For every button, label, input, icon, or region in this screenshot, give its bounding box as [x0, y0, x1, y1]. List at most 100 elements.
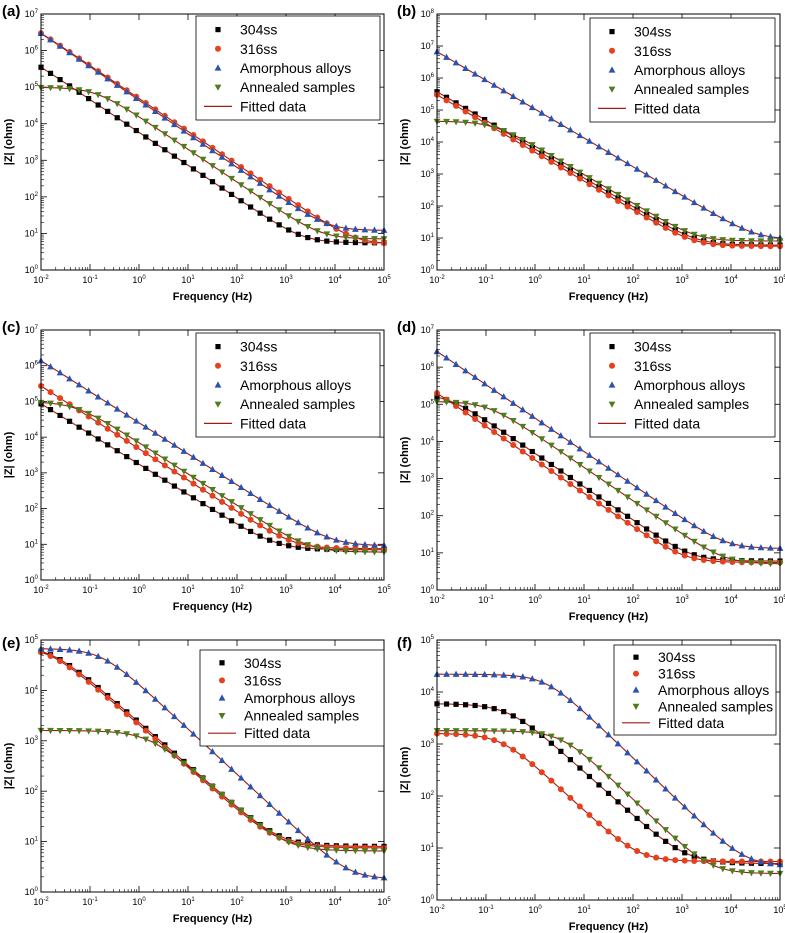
y-tick-label: 105	[25, 635, 39, 645]
data-point	[491, 706, 497, 712]
data-point	[313, 228, 321, 235]
data-point	[690, 538, 698, 546]
data-point	[519, 137, 527, 144]
data-point	[481, 122, 489, 129]
legend-entry: 316ss	[634, 43, 671, 59]
data-point	[190, 730, 197, 737]
data-point	[595, 500, 602, 507]
data-point	[86, 96, 92, 102]
legend-marker	[632, 703, 640, 710]
data-point	[509, 728, 517, 735]
data-point	[662, 224, 669, 231]
data-point	[95, 686, 102, 693]
data-point	[643, 214, 650, 221]
legend-marker	[215, 344, 221, 350]
data-point	[652, 776, 660, 783]
x-tick-label: 10-1	[478, 905, 494, 915]
data-point	[190, 474, 197, 482]
data-point	[200, 172, 206, 178]
data-point	[199, 776, 207, 783]
data-point	[151, 124, 159, 132]
data-point	[728, 237, 736, 244]
legend-marker	[609, 362, 615, 369]
legend-entry: 304ss	[658, 649, 695, 665]
data-point	[142, 727, 149, 734]
data-point	[342, 224, 350, 231]
data-point	[276, 189, 283, 196]
data-point	[85, 728, 93, 735]
x-tick-label: 10-2	[33, 275, 49, 285]
data-point	[180, 143, 188, 151]
y-tick-label: 106	[421, 73, 435, 83]
data-point	[634, 815, 640, 822]
data-point	[332, 222, 340, 229]
x-tick-label: 101	[577, 595, 591, 605]
data-point	[57, 658, 64, 665]
data-point	[586, 493, 593, 500]
x-tick-label: 101	[181, 275, 195, 285]
series-amorphous-alloys	[37, 29, 388, 233]
data-point	[509, 418, 517, 425]
data-point	[294, 538, 302, 545]
data-point	[332, 536, 340, 543]
data-point	[462, 731, 469, 738]
data-point	[453, 701, 459, 707]
data-point	[605, 790, 612, 797]
legend-marker	[608, 86, 616, 93]
plot-frame	[40, 13, 385, 271]
x-tick-label: 101	[577, 275, 591, 285]
data-point	[538, 678, 546, 685]
data-point	[529, 725, 535, 731]
legend-entry: Amorphous alloys	[634, 62, 745, 78]
data-point	[643, 532, 650, 539]
data-point	[333, 239, 339, 245]
data-point	[114, 702, 121, 709]
data-point	[586, 137, 593, 144]
data-point	[557, 164, 564, 171]
x-tick-label: 101	[181, 897, 195, 907]
data-point	[267, 537, 273, 543]
data-point	[566, 164, 574, 171]
y-axis-title: |Z| (ohm)	[399, 746, 411, 793]
data-point	[719, 536, 727, 544]
x-tick-label: 103	[279, 585, 293, 595]
y-tick-label: 103	[421, 739, 435, 749]
data-point	[576, 487, 583, 494]
data-point	[256, 495, 264, 503]
data-point	[548, 740, 554, 746]
data-point	[510, 713, 516, 719]
data-point	[56, 727, 64, 735]
data-point	[547, 733, 555, 740]
legend-entry: 316ss	[240, 41, 277, 57]
data-point	[719, 837, 727, 844]
x-tick-label: 104	[328, 275, 342, 285]
data-point	[681, 532, 689, 539]
data-point	[276, 532, 283, 539]
data-point	[66, 646, 73, 653]
data-point	[285, 198, 293, 206]
data-point	[452, 119, 460, 126]
y-tick-label: 102	[421, 791, 435, 801]
legend-entry: Annealed samples	[634, 81, 749, 97]
data-point	[152, 735, 159, 742]
data-point	[528, 429, 536, 437]
data-point	[481, 734, 488, 741]
data-point	[700, 557, 707, 564]
data-point	[586, 773, 593, 780]
data-point	[471, 402, 479, 409]
y-tick-label: 107	[421, 325, 435, 335]
data-point	[586, 713, 593, 720]
data-point	[75, 647, 83, 654]
data-point	[180, 127, 188, 134]
data-point	[248, 204, 254, 210]
data-point	[56, 85, 64, 92]
legend-marker	[214, 64, 222, 71]
data-point	[472, 732, 479, 739]
x-axis-title: Frequency (Hz)	[173, 601, 253, 613]
data-point	[595, 180, 603, 187]
data-point	[218, 493, 226, 500]
data-point	[767, 560, 774, 568]
x-tick-label: 104	[724, 905, 738, 915]
